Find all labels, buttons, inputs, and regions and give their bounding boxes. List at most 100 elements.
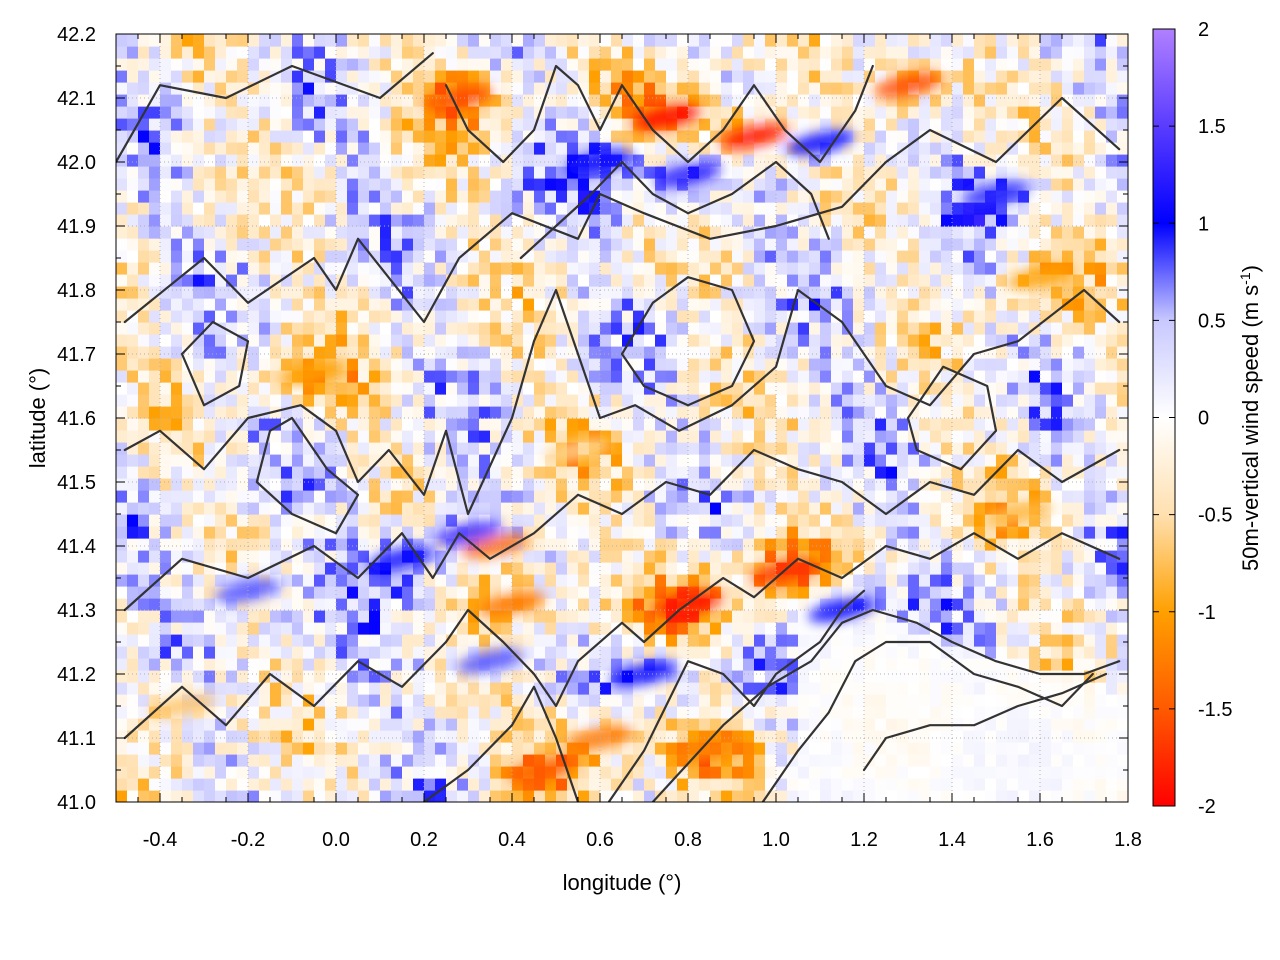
heatmap-cell	[303, 250, 315, 263]
heatmap-cell	[259, 166, 271, 179]
heatmap-cell	[402, 310, 414, 323]
heatmap-cell	[116, 742, 128, 755]
heatmap-cell	[897, 670, 909, 683]
heatmap-cell	[138, 502, 150, 515]
heatmap-cell	[699, 670, 711, 683]
heatmap-cell	[974, 478, 986, 491]
heatmap-cell	[402, 202, 414, 215]
heatmap-cell	[666, 358, 678, 371]
heatmap-cell	[413, 610, 425, 623]
heatmap-cell	[292, 358, 304, 371]
heatmap-cell	[974, 298, 986, 311]
heatmap-cell	[402, 154, 414, 167]
heatmap-cell	[1007, 226, 1019, 239]
heatmap-cell	[281, 454, 293, 467]
heatmap-cell	[743, 742, 755, 755]
heatmap-cell	[149, 598, 161, 611]
heatmap-cell	[501, 202, 513, 215]
heatmap-cell	[1095, 406, 1107, 419]
heatmap-cell	[369, 286, 381, 299]
heatmap-cell	[974, 718, 986, 731]
heatmap-cell	[457, 394, 469, 407]
heatmap-cell	[138, 454, 150, 467]
heatmap-cell	[776, 514, 788, 527]
heatmap-cell	[567, 154, 579, 167]
heatmap-cell	[842, 262, 854, 275]
heatmap-cell	[688, 310, 700, 323]
heatmap-cell	[347, 670, 359, 683]
heatmap-cell	[776, 490, 788, 503]
heatmap-cell	[908, 658, 920, 671]
heatmap-cell	[369, 730, 381, 743]
heatmap-cell	[413, 790, 425, 802]
heatmap-cell	[1007, 730, 1019, 743]
heatmap-cell	[182, 790, 194, 802]
heatmap-cell	[1018, 154, 1030, 167]
heatmap-cell	[138, 358, 150, 371]
heatmap-cell	[732, 658, 744, 671]
heatmap-cell	[930, 286, 942, 299]
heatmap-cell	[171, 754, 183, 767]
heatmap-cell	[380, 514, 392, 527]
heatmap-cell	[127, 178, 139, 191]
heatmap-cell	[424, 322, 436, 335]
heatmap-cell	[1084, 322, 1096, 335]
heatmap-cell	[457, 634, 469, 647]
heatmap-cell	[391, 706, 403, 719]
heatmap-cell	[1117, 334, 1128, 347]
heatmap-cell	[347, 334, 359, 347]
heatmap-cell	[633, 682, 645, 695]
heatmap-cell	[1117, 262, 1128, 275]
heatmap-cell	[864, 454, 876, 467]
heatmap-cell	[886, 562, 898, 575]
heatmap-cell	[1018, 214, 1030, 227]
heatmap-cell	[369, 154, 381, 167]
heatmap-cell	[721, 562, 733, 575]
heatmap-cell	[787, 742, 799, 755]
heatmap-cell	[710, 310, 722, 323]
heatmap-cell	[864, 718, 876, 731]
heatmap-cell	[688, 250, 700, 263]
heatmap-cell	[402, 574, 414, 587]
heatmap-cell	[468, 766, 480, 779]
heatmap-cell	[897, 562, 909, 575]
heatmap-cell	[490, 490, 502, 503]
heatmap-cell	[457, 262, 469, 275]
heatmap-cell	[963, 322, 975, 335]
heatmap-cell	[512, 790, 524, 802]
heatmap-cell	[644, 202, 656, 215]
heatmap-cell	[974, 514, 986, 527]
heatmap-cell	[567, 478, 579, 491]
heatmap-cell	[116, 238, 128, 251]
heatmap-cell	[655, 154, 667, 167]
heatmap-cell	[347, 262, 359, 275]
heatmap-cell	[270, 322, 282, 335]
heatmap-cell	[468, 178, 480, 191]
heatmap-cell	[358, 262, 370, 275]
heatmap-cell	[336, 430, 348, 443]
heatmap-cell	[138, 682, 150, 695]
heatmap-cell	[281, 394, 293, 407]
heatmap-cell	[259, 142, 271, 155]
heatmap-cell	[193, 406, 205, 419]
heatmap-cell	[776, 214, 788, 227]
heatmap-cell	[743, 442, 755, 455]
heatmap-cell	[1095, 586, 1107, 599]
heatmap-cell	[479, 490, 491, 503]
heatmap-cell	[171, 214, 183, 227]
heatmap-cell	[369, 646, 381, 659]
heatmap-cell	[468, 790, 480, 802]
heatmap-cell	[897, 442, 909, 455]
heatmap-cell	[589, 682, 601, 695]
heatmap-cell	[897, 394, 909, 407]
heatmap-cell	[523, 562, 535, 575]
heatmap-cell	[1029, 646, 1041, 659]
heatmap-cell	[886, 754, 898, 767]
heatmap-cell	[171, 634, 183, 647]
heatmap-cell	[853, 742, 865, 755]
heatmap-cell	[853, 538, 865, 551]
heatmap-cell	[897, 346, 909, 359]
heatmap-cell	[457, 742, 469, 755]
heatmap-cell	[721, 514, 733, 527]
heatmap-cell	[182, 742, 194, 755]
